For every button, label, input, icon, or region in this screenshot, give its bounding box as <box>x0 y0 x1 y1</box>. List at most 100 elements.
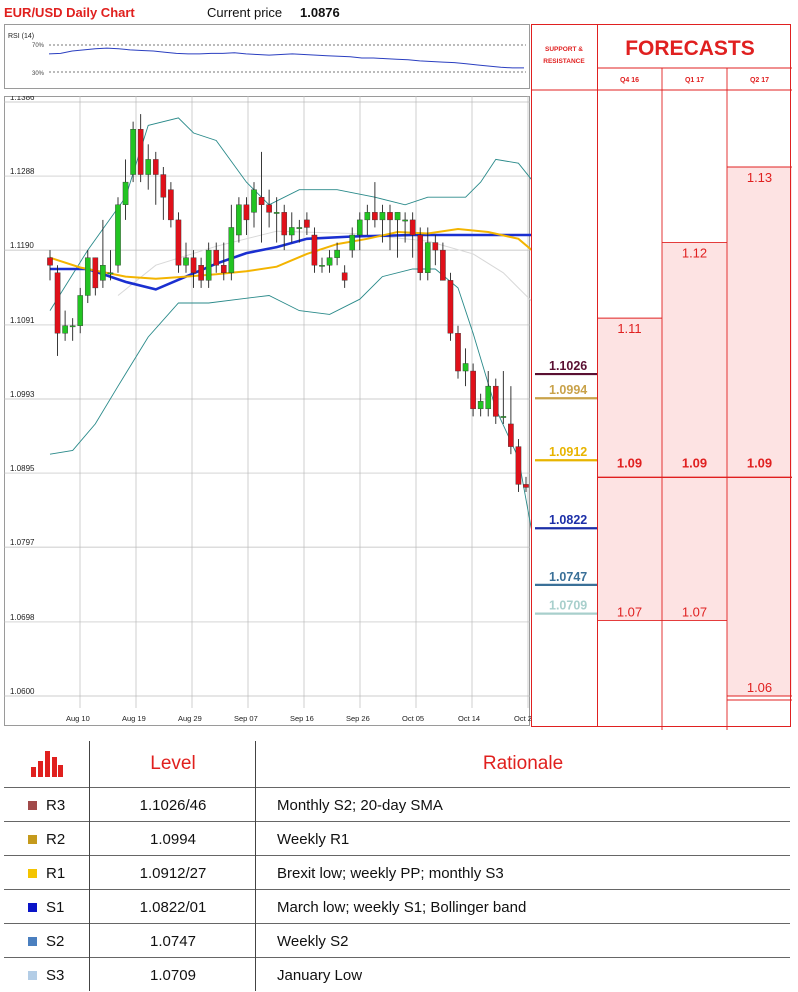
candle <box>417 227 424 281</box>
candle-body <box>266 204 272 213</box>
rsi-frame <box>4 24 530 89</box>
x-tick-label: Aug 10 <box>66 714 90 723</box>
candle-body <box>515 446 522 485</box>
current-price-label: Current price <box>207 5 283 20</box>
candle-body <box>394 212 401 221</box>
candle <box>402 212 408 243</box>
x-tick-label: Aug 19 <box>122 714 146 723</box>
candle-body <box>152 159 159 175</box>
y-tick-label: 1.1386 <box>10 96 35 102</box>
candle-body <box>160 174 167 198</box>
sr-frame <box>531 24 598 727</box>
forecast-quarter: Q1 17 <box>685 77 704 84</box>
candle <box>364 204 371 236</box>
candle-body <box>508 423 514 447</box>
candle-body <box>77 295 84 326</box>
level-header: Level <box>150 753 196 774</box>
y-tick-label: 1.1190 <box>10 241 34 250</box>
candle <box>304 212 310 236</box>
candle-body <box>379 212 386 221</box>
candle <box>273 197 280 243</box>
level-value: 1.0747 <box>150 932 196 950</box>
candle <box>145 144 152 190</box>
y-tick-label: 1.0797 <box>10 538 35 547</box>
table-divider-2 <box>255 741 256 991</box>
candle-body <box>92 257 99 289</box>
forecast-range-band <box>727 166 792 696</box>
candle <box>62 310 68 341</box>
candle-body <box>387 212 393 221</box>
candle-body <box>485 385 492 410</box>
forecast-range-band <box>662 242 727 621</box>
candle <box>440 242 446 281</box>
candle <box>251 182 257 228</box>
candle-body <box>107 272 114 275</box>
candle-body <box>372 212 378 221</box>
candle <box>69 318 76 341</box>
candle-body <box>334 249 340 258</box>
rsi-line <box>48 47 524 69</box>
candle-body <box>115 204 121 266</box>
x-tick-label: Sep 07 <box>234 714 258 723</box>
candle <box>508 386 514 455</box>
candle <box>447 272 454 341</box>
candle <box>319 257 325 273</box>
forecast-columns: Q4 16 1.11 1.09 1.07 Q1 17 1.12 1.09 1.07 Q2 17 1… <box>597 68 792 730</box>
sr-level: 1.0709 <box>535 599 598 615</box>
candle-body <box>288 227 295 236</box>
candle <box>394 212 401 258</box>
candle <box>409 212 416 258</box>
sr-level-label: 1.0747 <box>549 570 587 584</box>
rsi-label: RSI (14) <box>8 33 34 40</box>
candle <box>205 242 212 288</box>
sr-level-label: 1.0822 <box>549 513 587 527</box>
x-tick-label: Oct 14 <box>458 714 480 723</box>
candle <box>281 204 288 251</box>
sr-levels: 1.1026 1.0994 1.0912 1.0822 1.0747 1.0709 <box>535 359 598 615</box>
level-value: 1.0994 <box>150 830 196 848</box>
candle <box>492 378 499 424</box>
candle-body <box>243 204 250 221</box>
candle-body <box>236 204 242 236</box>
candle <box>47 250 53 281</box>
candle-body <box>523 484 529 488</box>
candle-body <box>251 189 257 213</box>
candle <box>296 219 303 243</box>
candle-body <box>409 219 416 236</box>
candle-body <box>175 219 182 266</box>
candle-body <box>69 325 76 328</box>
candle-body <box>145 159 152 175</box>
candle-body <box>47 257 53 266</box>
x-tick-label: Sep 16 <box>290 714 314 723</box>
candle <box>379 204 386 243</box>
y-tick-label: 1.1091 <box>10 316 35 325</box>
candle <box>183 242 189 273</box>
forecast-range-band <box>597 318 662 621</box>
table-divider-1 <box>89 741 90 991</box>
sr-level: 1.0994 <box>535 383 598 400</box>
rationale-text: Monthly S2; 20-day SMA <box>277 796 443 814</box>
candle-body <box>492 385 499 417</box>
table-row: S1 1.0822/01 March low; weekly S1; Bolling… <box>4 889 790 924</box>
y-tick-label: 1.0993 <box>10 390 35 399</box>
candle-body <box>273 212 280 214</box>
sr-level-label: 1.0994 <box>549 383 587 397</box>
candle <box>130 121 136 183</box>
candle-body <box>462 363 469 372</box>
candle <box>326 250 333 273</box>
candle <box>424 227 431 281</box>
candle-body <box>100 265 106 281</box>
candle-body <box>364 212 371 221</box>
forecast-column: Q1 17 1.12 1.09 1.07 <box>661 68 727 730</box>
forecasts-title: FORECASTS <box>625 37 755 60</box>
sma-yellow-line <box>49 227 531 280</box>
level-value: 1.0709 <box>150 966 196 984</box>
candle <box>152 151 159 205</box>
candle <box>175 212 182 273</box>
forecast-low-label: 1.07 <box>617 604 642 619</box>
sr-level: 1.0822 <box>535 513 598 530</box>
forecast-column: Q4 16 1.11 1.09 1.07 <box>597 77 662 621</box>
candle <box>243 197 250 236</box>
candle <box>349 227 356 258</box>
candle <box>107 250 114 281</box>
